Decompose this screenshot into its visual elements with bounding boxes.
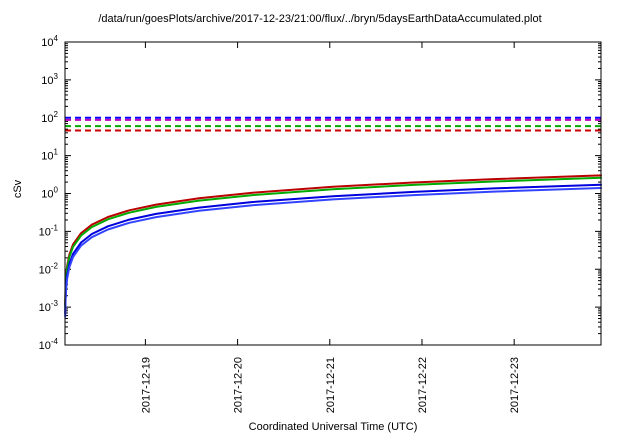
- accumulated-dose-blue-1: [64, 183, 602, 315]
- y-tick-label: 10-3: [39, 299, 59, 314]
- y-tick-label: 102: [41, 110, 58, 125]
- y-tick-label: 100: [41, 186, 58, 201]
- x-tick-label: 2017-12-23: [509, 357, 521, 413]
- chart-title: /data/run/goesPlots/archive/2017-12-23/2…: [98, 13, 542, 25]
- x-tick-label: 2017-12-21: [325, 357, 337, 413]
- y-tick-label: 103: [41, 72, 58, 87]
- y-tick-label: 10-2: [39, 261, 59, 276]
- y-tick-label: 104: [41, 34, 58, 49]
- y-tick-label: 10-1: [39, 223, 59, 238]
- y-tick-label: 101: [41, 148, 58, 163]
- accumulated-dose-red: [64, 174, 602, 306]
- plot-border: [64, 41, 602, 346]
- x-tick-label: 2017-12-19: [140, 357, 152, 413]
- y-axis-label: cSv: [12, 179, 24, 199]
- x-tick-label: 2017-12-22: [417, 357, 429, 413]
- x-tick-label: 2017-12-20: [233, 357, 245, 413]
- x-axis-label: Coordinated Universal Time (UTC): [248, 421, 418, 433]
- y-tick-label: 10-4: [39, 337, 59, 352]
- accumulated-dose-blue-2: [64, 187, 602, 318]
